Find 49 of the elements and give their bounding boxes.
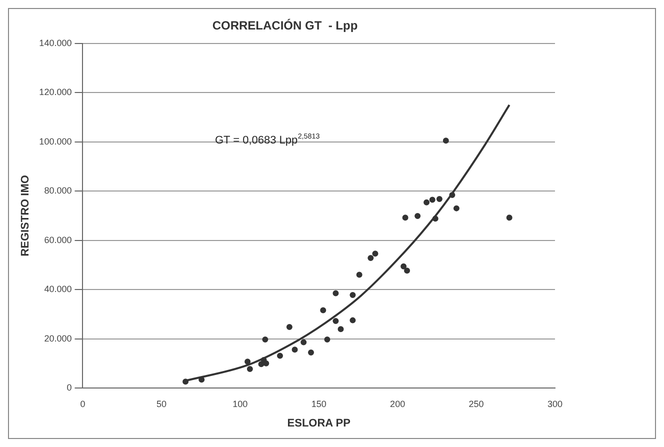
point — [372, 250, 378, 257]
point — [350, 317, 356, 324]
point — [404, 268, 410, 274]
y-tick-label: 100.000 — [39, 136, 72, 146]
point — [414, 212, 421, 219]
point — [400, 263, 407, 270]
point — [442, 138, 449, 144]
y-tick-label: 120.000 — [39, 87, 72, 98]
point — [350, 292, 356, 298]
point — [338, 326, 344, 332]
y-axis-title: REGISTRO IMO — [20, 174, 32, 256]
x-tick-label: 200 — [390, 398, 406, 409]
point — [276, 352, 283, 359]
chart-title: CORRELACIÓN GT - Lpp — [212, 18, 358, 33]
point — [286, 324, 292, 330]
x-tick-label: 50 — [156, 398, 166, 409]
point — [368, 255, 374, 262]
point — [182, 378, 189, 385]
point — [436, 196, 442, 202]
point — [424, 199, 430, 206]
point — [453, 205, 460, 212]
point — [429, 196, 436, 203]
y-tick-label: 20.000 — [44, 333, 72, 344]
point — [320, 307, 326, 314]
x-tick-label: 250 — [468, 398, 484, 409]
point — [402, 214, 408, 221]
point — [449, 192, 456, 198]
point — [308, 350, 314, 356]
x-tick-label: 0 — [80, 398, 86, 409]
point — [292, 346, 298, 353]
y-tick-label: 60.000 — [44, 234, 72, 245]
point — [324, 336, 330, 343]
point — [356, 272, 362, 278]
point — [244, 358, 251, 365]
point — [246, 366, 253, 372]
y-tick-label: 40.000 — [44, 284, 72, 294]
point — [506, 214, 512, 221]
point — [332, 290, 339, 296]
point — [432, 216, 438, 222]
x-tick-label: 300 — [547, 398, 563, 409]
x-tick-label: 100 — [232, 398, 248, 409]
y-tick-label: 140.000 — [39, 38, 72, 48]
point — [300, 339, 307, 346]
x-axis-title: ESLORA PP — [287, 417, 350, 430]
x-tick-label: 150 — [311, 398, 326, 409]
y-tick-label: 80.000 — [44, 186, 72, 196]
point — [262, 336, 268, 343]
y-tick-label: 0 — [66, 382, 72, 392]
point — [332, 318, 339, 324]
